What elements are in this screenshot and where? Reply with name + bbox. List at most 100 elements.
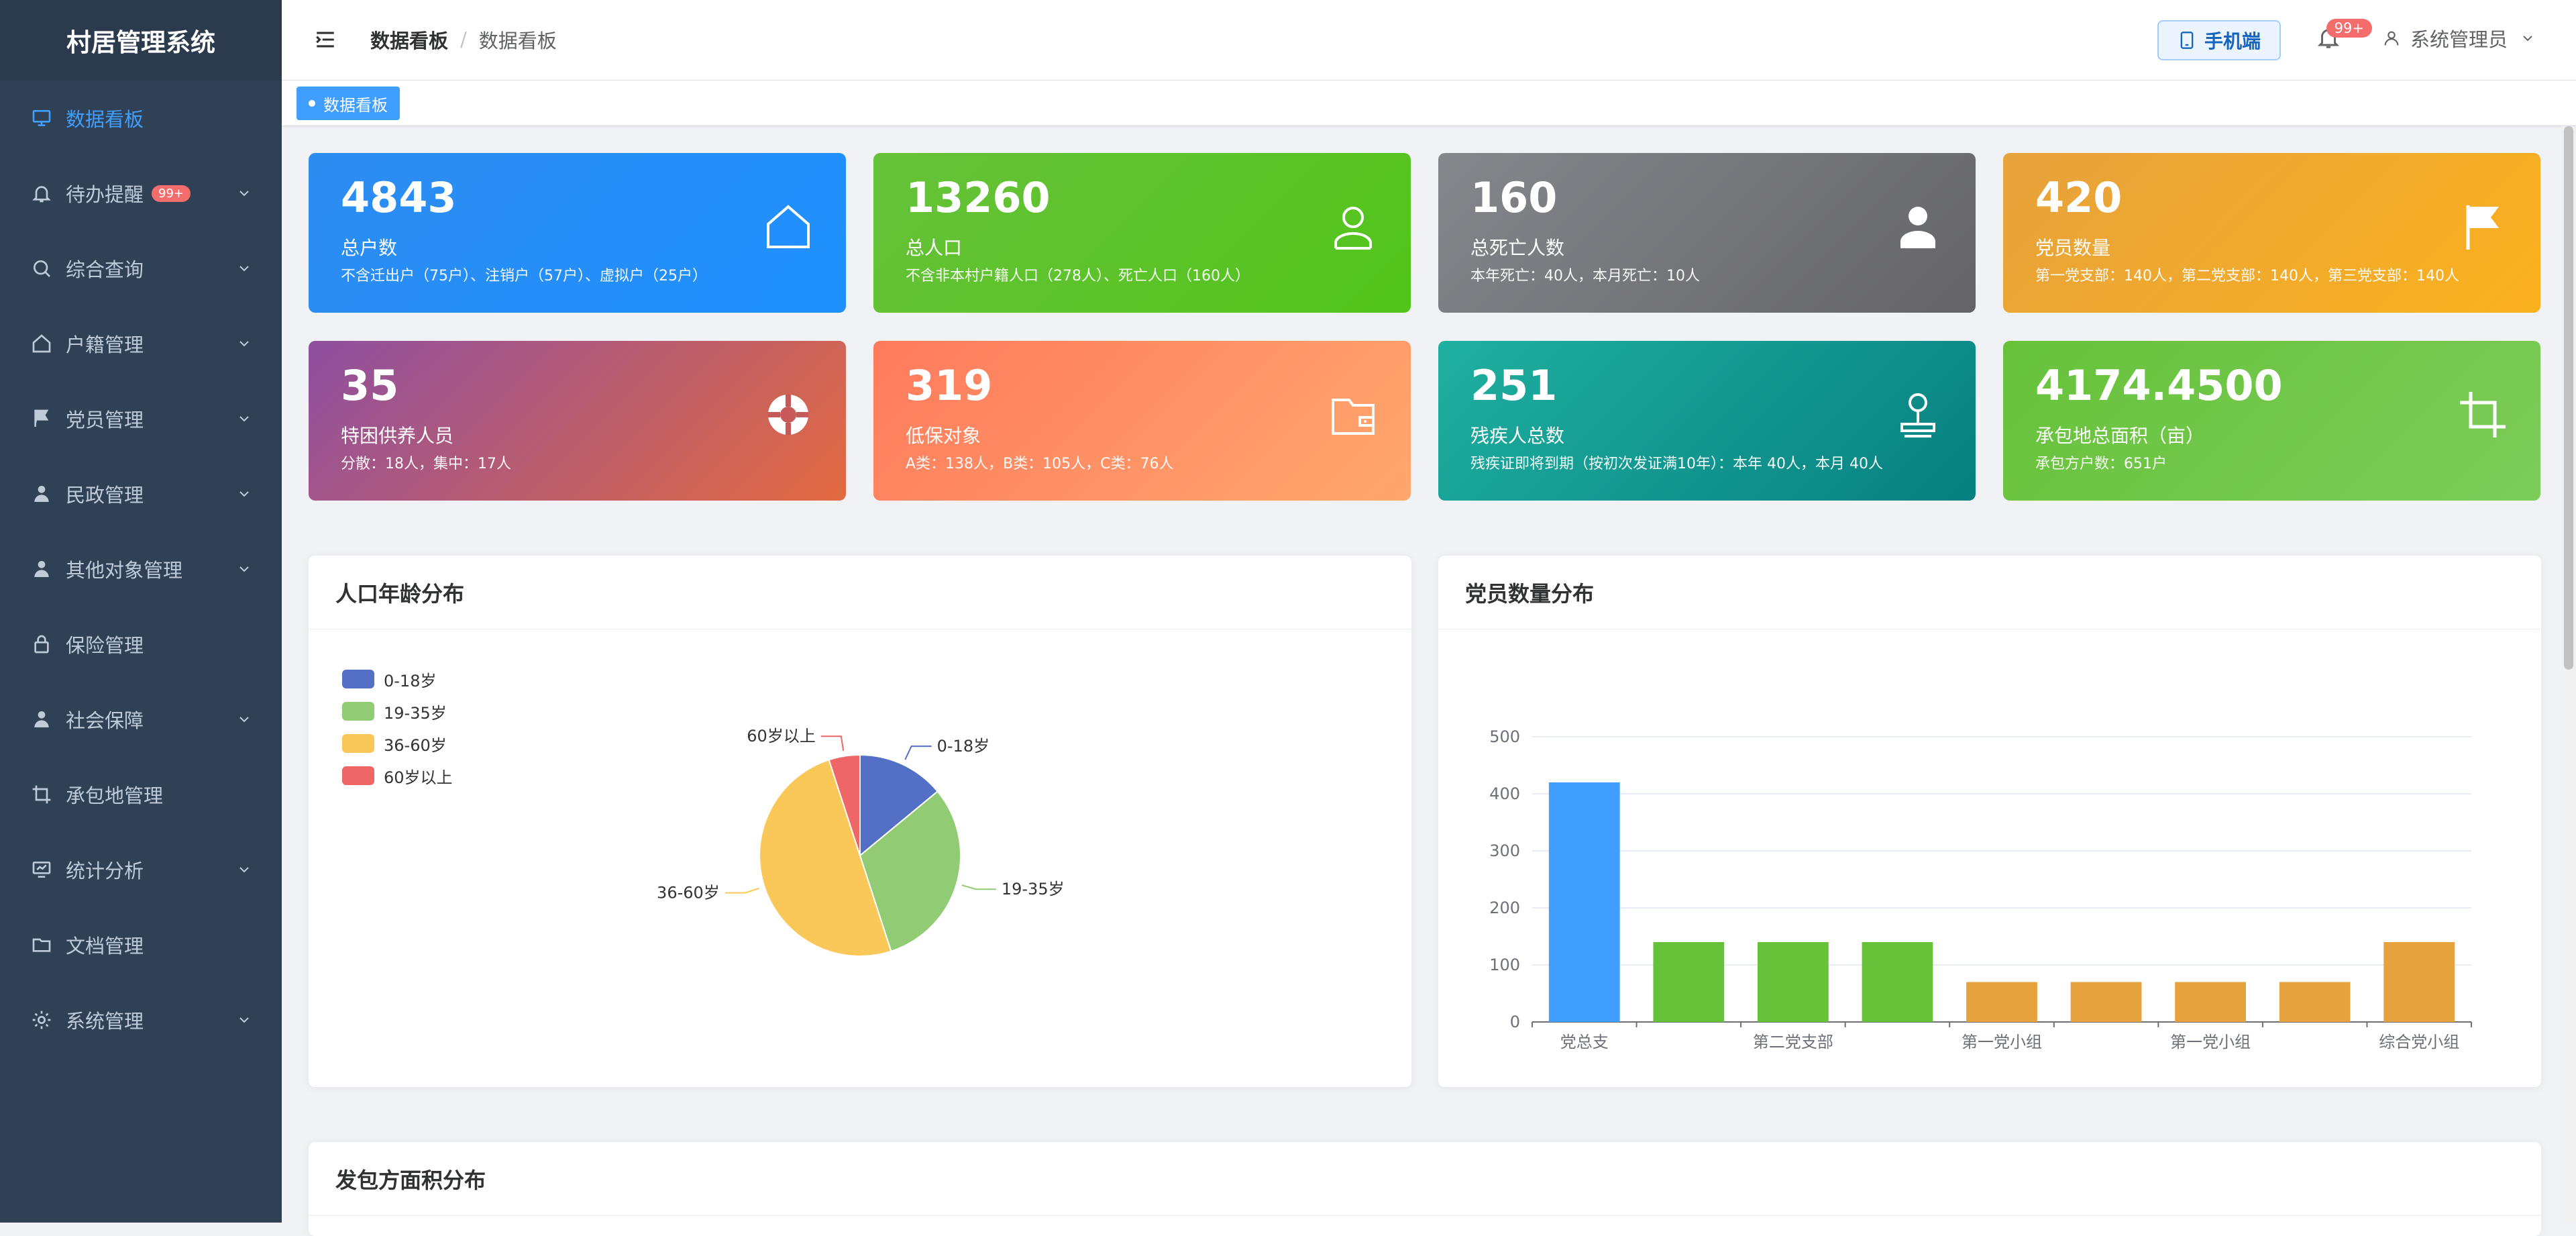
stat-subtext: 不含迁出户（75户）、注销户（57户）、虚拟户（25户） (341, 268, 707, 285)
sidebar-item[interactable]: 民政管理 (0, 456, 282, 531)
sidebar-item-label: 承包地管理 (66, 784, 164, 807)
stat-card[interactable]: 4843 总户数 不含迁出户（75户）、注销户（57户）、虚拟户（25户） (309, 153, 846, 313)
sidebar-item[interactable]: 系统管理 (0, 982, 282, 1058)
legend-label: 19-35岁 (384, 703, 447, 723)
party-bar-chart: 0 100 200 300 400 500 党总支 第二党支部 第一党小组 第一党小组 综合党小组 (1489, 727, 2472, 1051)
sidebar-item[interactable]: 待办提醒 99+ (0, 156, 282, 231)
stat-subtext: 分散：18人，集中：17人 (341, 456, 511, 472)
app-title: 村居管理系统 (0, 0, 282, 81)
sidebar-item[interactable]: 党员管理 (0, 381, 282, 456)
stat-card[interactable]: 251 残疾人总数 残疾证即将到期（按初次发证满10年）：本年 40人，本月 40人 (1438, 341, 1976, 501)
sidebar-item[interactable]: 其他对象管理 (0, 531, 282, 607)
legend-swatch (342, 734, 374, 753)
stat-card[interactable]: 319 低保对象 A类：138人，B类：105人，C类：76人 (873, 341, 1411, 501)
sidebar-item[interactable]: 户籍管理 (0, 306, 282, 381)
sidebar-item[interactable]: 综合查询 (0, 231, 282, 306)
legend-label: 0-18岁 (384, 671, 437, 690)
legend-swatch (342, 702, 374, 721)
flag-icon (2466, 205, 2499, 250)
bar[interactable] (2070, 982, 2142, 1023)
pie-slice[interactable] (759, 759, 892, 957)
user-icon (31, 709, 52, 730)
user-name: 系统管理员 (2410, 28, 2508, 51)
stat-label: 总人口 (906, 237, 963, 259)
sidebar-item[interactable]: 承包地管理 (0, 757, 282, 832)
sidebar-item[interactable]: 文档管理 (0, 907, 282, 982)
bar[interactable] (2175, 982, 2246, 1023)
pie-slice[interactable] (859, 790, 961, 952)
stat-value: 35 (341, 361, 399, 410)
main-scrollbar[interactable] (2561, 126, 2576, 1223)
pie-label: 0-18岁 (937, 737, 989, 756)
bar[interactable] (1758, 942, 1829, 1022)
sidebar-item-label: 保险管理 (66, 634, 144, 657)
stat-label: 承包地总面积（亩） (2035, 425, 2205, 447)
pie-slice[interactable] (859, 754, 938, 858)
hamburger-icon[interactable] (314, 28, 337, 51)
stat-subtext: 承包方户数：651户 (2035, 456, 2167, 472)
area-distribution-panel: 发包方面积分布 (309, 1142, 2541, 1236)
tag-dashboard[interactable]: 数据看板 (297, 87, 400, 120)
legend-item[interactable]: 0-18岁 (342, 663, 453, 695)
user-menu[interactable]: 系统管理员 (2382, 24, 2536, 52)
pie-label: 36-60岁 (657, 884, 720, 903)
stat-card[interactable]: 420 党员数量 第一党支部：140人，第二党支部：140人，第三党支部：140人 (2003, 153, 2540, 313)
home-icon (767, 205, 810, 248)
stat-card[interactable]: 160 总死亡人数 本年死亡：40人，本月死亡：10人 (1438, 153, 1976, 313)
user-icon (2384, 31, 2399, 46)
sidebar-item-label: 党员管理 (66, 409, 144, 431)
stat-card[interactable]: 13260 总人口 不含非本村户籍人口（278人）、死亡人口（160人） (873, 153, 1411, 313)
phone-icon (2180, 32, 2194, 49)
pie-slice[interactable] (828, 754, 861, 856)
tag-label: 数据看板 (323, 95, 388, 115)
sidebar-item-label: 民政管理 (66, 484, 144, 507)
age-pie-chart: 0-18岁 19-35岁 36-60岁 60岁以上 (657, 727, 1065, 957)
sidebar-item[interactable]: 社会保障 (0, 682, 282, 757)
scrollbar-thumb[interactable] (2564, 126, 2573, 670)
mobile-button[interactable]: 手机端 (2157, 20, 2281, 60)
breadcrumb: 数据看板 / 数据看板 (370, 25, 557, 54)
chevron-down-icon (239, 1017, 249, 1023)
stat-card[interactable]: 35 特困供养人员 分散：18人，集中：17人 (309, 341, 846, 501)
bar[interactable] (2279, 982, 2351, 1023)
person-icon (1900, 207, 1935, 248)
legend-item[interactable]: 60岁以上 (342, 760, 453, 792)
y-tick-label: 300 (1489, 841, 1520, 860)
x-tick-label: 综合党小组 (2379, 1033, 2459, 1051)
chart-icon (31, 859, 52, 880)
tag-dot (309, 100, 315, 107)
breadcrumb-root[interactable]: 数据看板 (370, 30, 449, 52)
bar[interactable] (1548, 782, 1620, 1022)
sidebar-item[interactable]: 数据看板 (0, 81, 282, 156)
legend-label: 60岁以上 (384, 768, 453, 787)
sidebar-item-label: 待办提醒 (66, 183, 144, 206)
stat-value: 319 (906, 361, 993, 410)
stat-label: 总户数 (341, 237, 398, 259)
chevron-down-icon (239, 566, 249, 572)
stat-value: 13260 (906, 173, 1051, 222)
mobile-button-label: 手机端 (2204, 30, 2261, 52)
sidebar: 村居管理系统 数据看板待办提醒 99+ 综合查询 户籍管理党员管理民政管理其他对象管理… (0, 0, 282, 1223)
chevron-down-icon (2523, 36, 2532, 42)
bar[interactable] (1862, 942, 1933, 1022)
sidebar-item-label: 系统管理 (66, 1010, 144, 1033)
sidebar-item-label: 文档管理 (66, 935, 144, 958)
area-panel-title: 发包方面积分布 (309, 1142, 2541, 1216)
notification-badge: 99+ (2326, 19, 2372, 38)
wallet-icon (1332, 399, 1375, 435)
bar[interactable] (2383, 942, 2455, 1022)
sidebar-item[interactable]: 保险管理 (0, 607, 282, 682)
chevron-down-icon (239, 867, 249, 873)
chevron-down-icon (239, 717, 249, 723)
stat-subtext: 本年死亡：40人，本月死亡：10人 (1470, 268, 1700, 285)
y-tick-label: 100 (1489, 956, 1520, 974)
todo-badge: 99+ (152, 185, 191, 202)
bar[interactable] (1653, 942, 1725, 1022)
sidebar-item[interactable]: 统计分析 (0, 832, 282, 907)
legend-item[interactable]: 36-60岁 (342, 727, 453, 760)
bar[interactable] (1966, 982, 2037, 1023)
stat-card[interactable]: 4174.4500 承包地总面积（亩） 承包方户数：651户 (2003, 341, 2540, 501)
lock-icon (31, 633, 52, 655)
age-distribution-panel: 人口年龄分布 0-18岁 19-35岁 36-60岁 60岁以上 0-18岁 19-35… (309, 556, 1411, 1087)
legend-item[interactable]: 19-35岁 (342, 695, 453, 727)
